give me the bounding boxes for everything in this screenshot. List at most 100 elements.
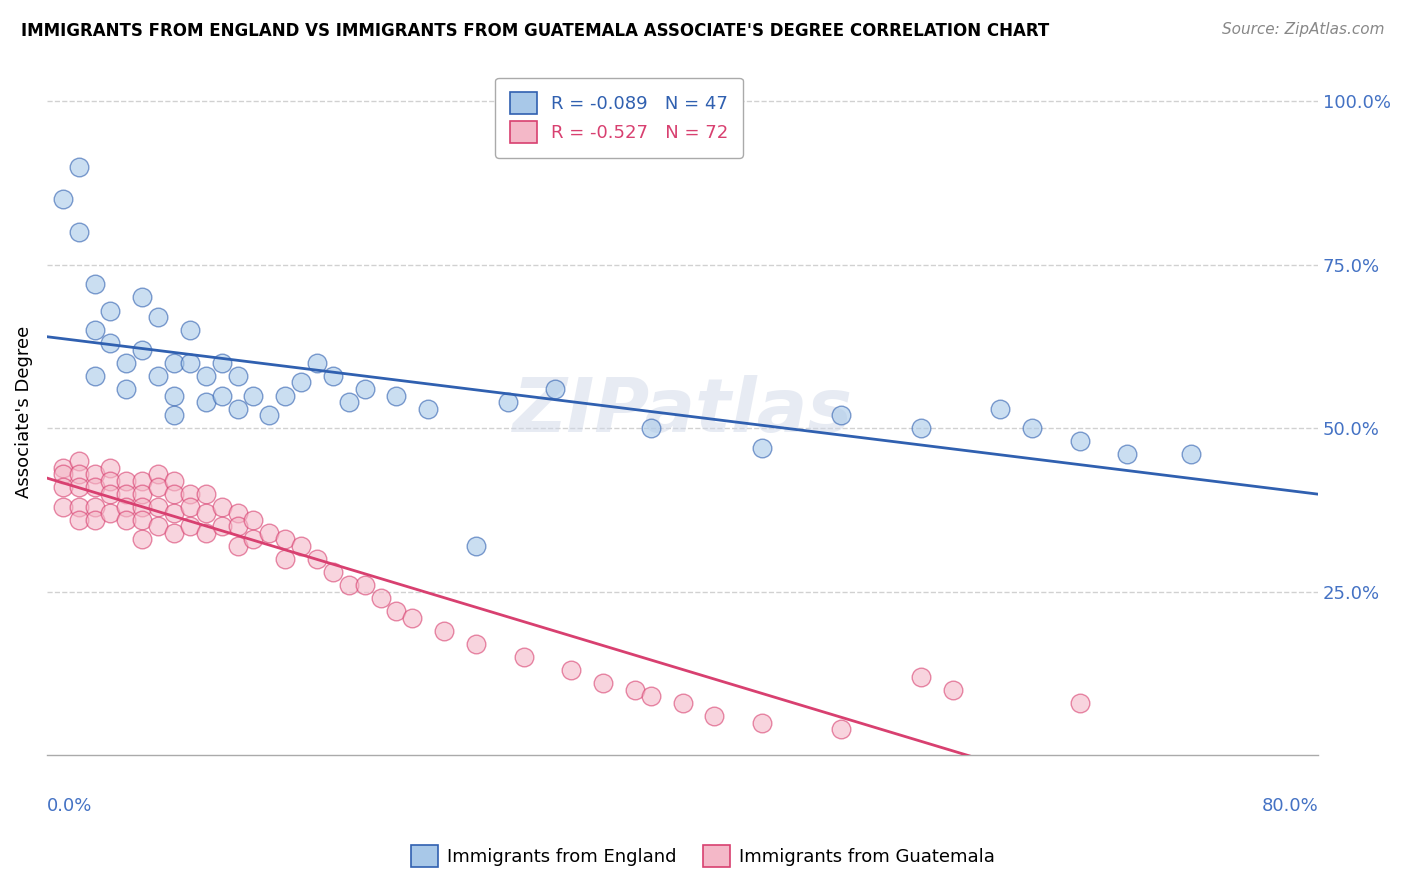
Text: ZIPatlas: ZIPatlas xyxy=(513,376,852,449)
Point xyxy=(52,500,75,514)
Point xyxy=(146,310,169,324)
Point xyxy=(146,519,169,533)
Text: IMMIGRANTS FROM ENGLAND VS IMMIGRANTS FROM GUATEMALA ASSOCIATE'S DEGREE CORRELAT: IMMIGRANTS FROM ENGLAND VS IMMIGRANTS FR… xyxy=(21,22,1049,40)
Point xyxy=(131,513,153,527)
Point xyxy=(305,552,328,566)
Point xyxy=(226,519,249,533)
Point xyxy=(910,670,932,684)
Point xyxy=(163,356,186,370)
Point xyxy=(988,401,1011,416)
Point xyxy=(226,368,249,383)
Point xyxy=(640,690,662,704)
Point xyxy=(100,474,122,488)
Point xyxy=(385,388,408,402)
Text: Source: ZipAtlas.com: Source: ZipAtlas.com xyxy=(1222,22,1385,37)
Point xyxy=(163,388,186,402)
Point xyxy=(115,474,138,488)
Point xyxy=(259,408,281,422)
Point xyxy=(910,421,932,435)
Point xyxy=(83,277,105,292)
Point xyxy=(640,421,662,435)
Point xyxy=(163,506,186,520)
Point xyxy=(194,525,217,540)
Point xyxy=(1180,447,1202,461)
Point xyxy=(146,480,169,494)
Point xyxy=(67,454,90,468)
Point xyxy=(194,368,217,383)
Point xyxy=(146,500,169,514)
Point xyxy=(163,525,186,540)
Point xyxy=(242,388,264,402)
Point xyxy=(194,395,217,409)
Point xyxy=(100,486,122,500)
Point xyxy=(751,715,773,730)
Point xyxy=(1069,696,1091,710)
Point xyxy=(211,500,233,514)
Point xyxy=(1069,434,1091,449)
Point xyxy=(353,382,375,396)
Point xyxy=(942,682,965,697)
Point xyxy=(83,467,105,481)
Point xyxy=(305,356,328,370)
Point xyxy=(83,480,105,494)
Point xyxy=(115,486,138,500)
Legend: R = -0.089   N = 47, R = -0.527   N = 72: R = -0.089 N = 47, R = -0.527 N = 72 xyxy=(495,78,742,158)
Point xyxy=(115,500,138,514)
Point xyxy=(751,441,773,455)
Point xyxy=(322,565,344,579)
Point xyxy=(560,663,582,677)
Point xyxy=(830,722,852,736)
Point xyxy=(242,533,264,547)
Point xyxy=(830,408,852,422)
Point xyxy=(131,533,153,547)
Point xyxy=(67,513,90,527)
Point xyxy=(226,539,249,553)
Point xyxy=(592,676,614,690)
Point xyxy=(67,500,90,514)
Point xyxy=(67,467,90,481)
Point xyxy=(131,474,153,488)
Point xyxy=(211,519,233,533)
Point xyxy=(433,624,456,638)
Point xyxy=(67,480,90,494)
Point xyxy=(100,506,122,520)
Point xyxy=(131,290,153,304)
Point xyxy=(322,368,344,383)
Point xyxy=(83,368,105,383)
Point xyxy=(337,395,360,409)
Point xyxy=(703,709,725,723)
Point xyxy=(100,303,122,318)
Point xyxy=(401,611,423,625)
Point xyxy=(52,460,75,475)
Point xyxy=(179,519,201,533)
Point xyxy=(226,401,249,416)
Point xyxy=(83,323,105,337)
Text: 80.0%: 80.0% xyxy=(1261,797,1319,814)
Point xyxy=(179,356,201,370)
Point xyxy=(370,591,392,606)
Point xyxy=(83,513,105,527)
Point xyxy=(131,486,153,500)
Point xyxy=(194,506,217,520)
Point xyxy=(100,336,122,351)
Point xyxy=(211,356,233,370)
Point xyxy=(353,578,375,592)
Point xyxy=(385,604,408,618)
Point xyxy=(465,539,488,553)
Point xyxy=(211,388,233,402)
Point xyxy=(52,192,75,206)
Point xyxy=(671,696,693,710)
Point xyxy=(67,225,90,239)
Point xyxy=(512,650,534,665)
Point xyxy=(418,401,440,416)
Point xyxy=(52,467,75,481)
Point xyxy=(131,343,153,357)
Y-axis label: Associate's Degree: Associate's Degree xyxy=(15,326,32,498)
Point xyxy=(242,513,264,527)
Point xyxy=(337,578,360,592)
Point xyxy=(115,356,138,370)
Text: 0.0%: 0.0% xyxy=(46,797,93,814)
Point xyxy=(100,460,122,475)
Point xyxy=(194,486,217,500)
Legend: Immigrants from England, Immigrants from Guatemala: Immigrants from England, Immigrants from… xyxy=(404,838,1002,874)
